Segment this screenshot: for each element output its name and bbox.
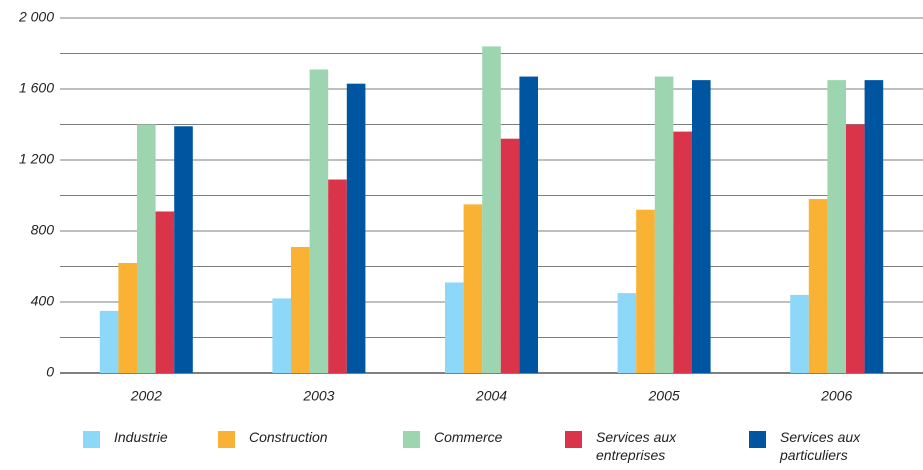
bar: [846, 124, 865, 373]
y-tick-label: 2 000: [18, 9, 54, 25]
bar: [99, 310, 119, 373]
bar: [519, 76, 538, 373]
bar: [617, 293, 637, 373]
legend-label: Construction: [249, 429, 328, 445]
legend-swatch: [403, 431, 420, 448]
bar: [328, 179, 347, 373]
bar: [309, 69, 329, 373]
bar: [137, 124, 156, 373]
legend-swatch: [218, 431, 235, 448]
bar: [346, 83, 366, 374]
bar: [654, 76, 674, 373]
bar: [636, 209, 655, 373]
chart: 0 400 800 1 200 1 600 2 000 2002 2003 2004 2005 20…: [18, 9, 923, 404]
y-tick-label: 800: [31, 222, 55, 238]
bar: [118, 262, 137, 373]
legend-label: Services aux entreprises: [596, 429, 677, 463]
legend-item: Services aux particuliers: [749, 428, 890, 464]
x-tick-label: 2002: [130, 388, 162, 404]
y-tick-label: 400: [31, 293, 55, 309]
legend-swatch: [565, 431, 582, 448]
legend-item: Construction: [218, 428, 359, 448]
bar: [463, 204, 483, 373]
bar: [482, 46, 501, 374]
y-tick-label: 0: [46, 364, 54, 380]
bar: [673, 131, 692, 373]
bar: [692, 80, 711, 373]
x-tick-label: 2004: [475, 388, 507, 404]
bar: [808, 199, 828, 373]
bar: [827, 80, 846, 373]
bar: [500, 138, 520, 373]
x-tick-label: 2005: [648, 388, 680, 404]
bar: [272, 298, 291, 373]
bar: [291, 246, 310, 373]
legend-item: Industrie: [83, 428, 224, 448]
bar: [790, 294, 809, 373]
bar: [174, 126, 193, 374]
bar: [445, 282, 464, 373]
bar: [155, 211, 175, 373]
legend-swatch: [83, 431, 100, 448]
bar: [864, 80, 884, 373]
x-tick-label: 2006: [820, 388, 852, 404]
y-tick-label: 1 600: [19, 80, 54, 96]
legend-swatch: [749, 431, 766, 448]
legend-label: Industrie: [114, 429, 168, 445]
legend-label: Services aux particuliers: [780, 429, 861, 463]
x-tick-label: 2003: [302, 388, 334, 404]
y-tick-label: 1 200: [19, 151, 54, 167]
legend-item: Commerce: [403, 428, 544, 448]
legend-label: Commerce: [434, 429, 503, 445]
legend-item: Services aux entreprises: [565, 428, 706, 464]
